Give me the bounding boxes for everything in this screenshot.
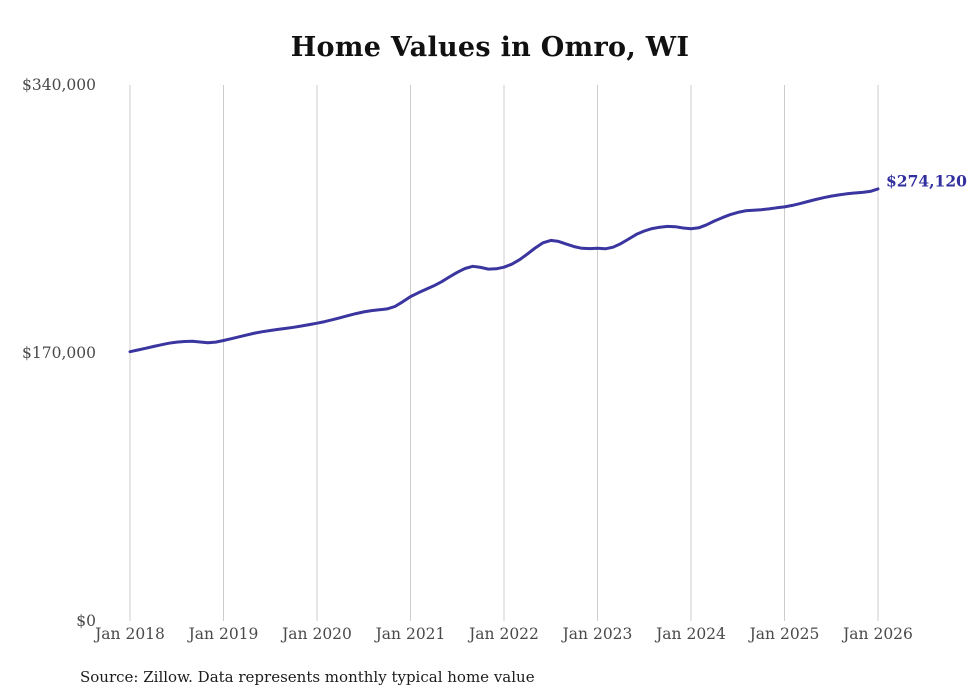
- x-tick-label: Jan 2023: [562, 625, 633, 643]
- x-tick-label: Jan 2022: [469, 625, 539, 643]
- y-tick-label: $0: [76, 612, 96, 630]
- x-tick-label: Jan 2021: [375, 625, 446, 643]
- chart-title: Home Values in Omro, WI: [290, 32, 690, 63]
- source-note: Source: Zillow. Data represents monthly …: [80, 668, 535, 686]
- x-tick-label: Jan 2020: [282, 625, 352, 643]
- x-tick-label: Jan 2026: [843, 625, 913, 643]
- y-tick-label: $340,000: [22, 76, 96, 94]
- x-tick-label: Jan 2019: [188, 625, 259, 643]
- home-value-line-series: [128, 187, 880, 354]
- x-tick-label: Jan 2018: [95, 625, 165, 643]
- x-tick-label: Jan 2024: [656, 625, 726, 643]
- latest-value-annotation: $274,120: [886, 171, 967, 191]
- y-axis: $0 $170,000 $340,000: [0, 0, 96, 699]
- x-tick-label: Jan 2025: [749, 625, 820, 643]
- vertical-gridlines: [129, 85, 879, 621]
- y-tick-label: $170,000: [22, 344, 96, 362]
